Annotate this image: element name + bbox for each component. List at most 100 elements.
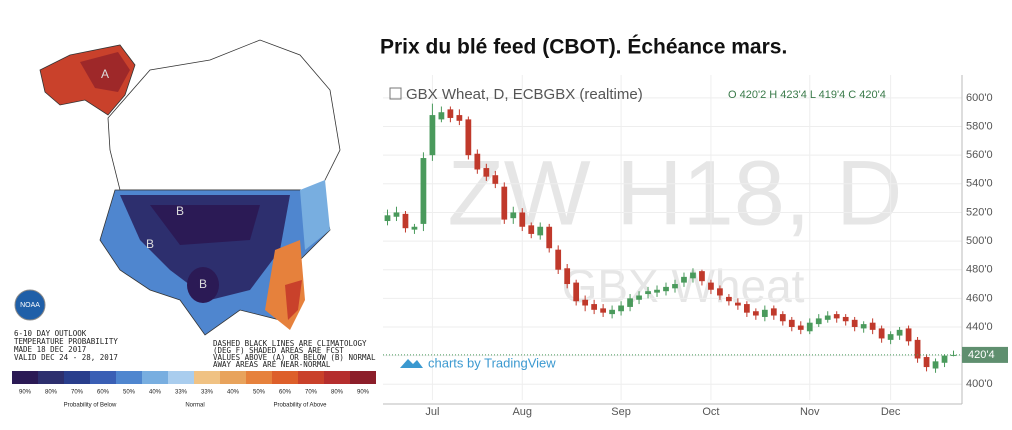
candle-body (402, 213, 409, 229)
candle-body (806, 322, 813, 332)
candle-body (690, 272, 696, 279)
candle-body (779, 314, 786, 322)
southeast-core (285, 280, 302, 320)
alaska-core (80, 52, 130, 92)
legend-swatch (298, 371, 324, 384)
candle-body (591, 304, 598, 310)
candle-body (609, 309, 615, 315)
legend-swatch (38, 371, 64, 384)
branding: charts by TradingView (428, 355, 556, 370)
candle-body (752, 311, 759, 316)
canada (107, 39, 341, 191)
x-tick-label: Aug (512, 406, 532, 418)
candle-body (735, 302, 741, 306)
northeast (300, 180, 330, 250)
candle-body (447, 109, 454, 118)
legend-swatch (142, 371, 168, 384)
candle-body (582, 299, 589, 306)
candle-body (905, 328, 912, 342)
candle-body (618, 305, 624, 312)
legend-title: Probability of Above (273, 403, 327, 409)
candle-body (717, 288, 723, 296)
legend-label: 90% (357, 390, 370, 396)
candle-body (824, 315, 831, 320)
map-caption: TEMPERATURE PROBABILITY (14, 337, 118, 346)
legend-swatch (168, 371, 194, 384)
y-tick-label: 580'0 (966, 120, 993, 132)
candle-body (672, 284, 678, 289)
x-tick-label: Nov (800, 406, 820, 418)
tv-logo (400, 359, 423, 368)
candle-body (699, 271, 705, 282)
texas-core (187, 267, 219, 303)
legend-label: 40% (227, 390, 240, 396)
candle-body (411, 226, 418, 230)
candle-body (546, 226, 553, 249)
legend-label: 70% (305, 390, 318, 396)
map-note: VALUES ABOVE (A) OR BELOW (B) NORMAL (213, 353, 376, 362)
legend-label: 40% (149, 390, 162, 396)
candle-body (788, 319, 795, 327)
candle-body (851, 319, 858, 327)
candle-body (815, 318, 822, 325)
page-title: Prix du blé feed (CBOT). Échéance mars. (380, 36, 787, 59)
legend-label: 80% (331, 390, 344, 396)
x-tick-label: Oct (702, 406, 719, 418)
legend-swatch (64, 371, 90, 384)
region-label: A (101, 67, 109, 81)
candle-body (878, 328, 885, 339)
legend-title: Normal (185, 403, 204, 409)
logo-text: NOAA (20, 302, 40, 309)
legend-label: 33% (175, 390, 188, 396)
map-note: (DEG F) SHADED AREAS ARE FCST (213, 346, 344, 355)
candle-body (941, 355, 948, 363)
candle-body (833, 314, 840, 319)
y-tick-label: 460'0 (966, 292, 993, 304)
y-tick-label: 400'0 (966, 378, 993, 390)
candle-body (770, 308, 777, 316)
candle-body (708, 282, 714, 290)
last-price-tag (962, 346, 1008, 363)
map-caption: 6-10 DAY OUTLOOK (14, 329, 87, 338)
legend-swatch (12, 371, 38, 384)
region-label: B (199, 277, 207, 291)
map-caption: VALID DEC 24 - 28, 2017 (14, 353, 118, 362)
candle-body (636, 295, 642, 300)
last-price-label: 420'4 (968, 349, 995, 361)
candle-body (743, 304, 750, 313)
map: NOAA (14, 39, 341, 336)
watermark: ZW H18, D (448, 142, 903, 244)
legend-swatch (350, 371, 376, 384)
map-caption: MADE 18 DEC 2017 (14, 345, 86, 354)
legend-label: 60% (279, 390, 292, 396)
legend-swatch (116, 371, 142, 384)
legend-label: 70% (71, 390, 84, 396)
watermark-sub: GBX Wheat (562, 260, 805, 312)
y-tick-label: 600'0 (966, 92, 993, 104)
candle-body (761, 309, 768, 317)
y-tick-label: 540'0 (966, 178, 993, 190)
legend-swatch (194, 371, 220, 384)
candle-body (681, 276, 687, 283)
region-label: B (176, 204, 184, 218)
candle-body (923, 357, 930, 368)
legend-swatch (220, 371, 246, 384)
y-tick-label: 560'0 (966, 149, 993, 161)
ohlc-text: O 420'2 H 423'4 L 419'4 C 420'4 (728, 89, 886, 101)
candle-body (797, 325, 804, 330)
y-tick-label: 440'0 (966, 321, 993, 333)
candle-body (501, 186, 508, 220)
chart-header: GBX Wheat, D, ECBGBX (realtime) (406, 86, 643, 103)
legend-swatch (246, 371, 272, 384)
candle-body (483, 168, 490, 177)
candle-body (429, 115, 436, 156)
candle-body (663, 286, 669, 292)
candle-body (510, 212, 517, 219)
legend-label: 90% (19, 390, 32, 396)
candle-body (896, 329, 903, 336)
candle-body (456, 115, 463, 121)
candle-body (474, 153, 481, 170)
legend-label: 50% (253, 390, 266, 396)
x-tick-label: Jul (425, 406, 439, 418)
